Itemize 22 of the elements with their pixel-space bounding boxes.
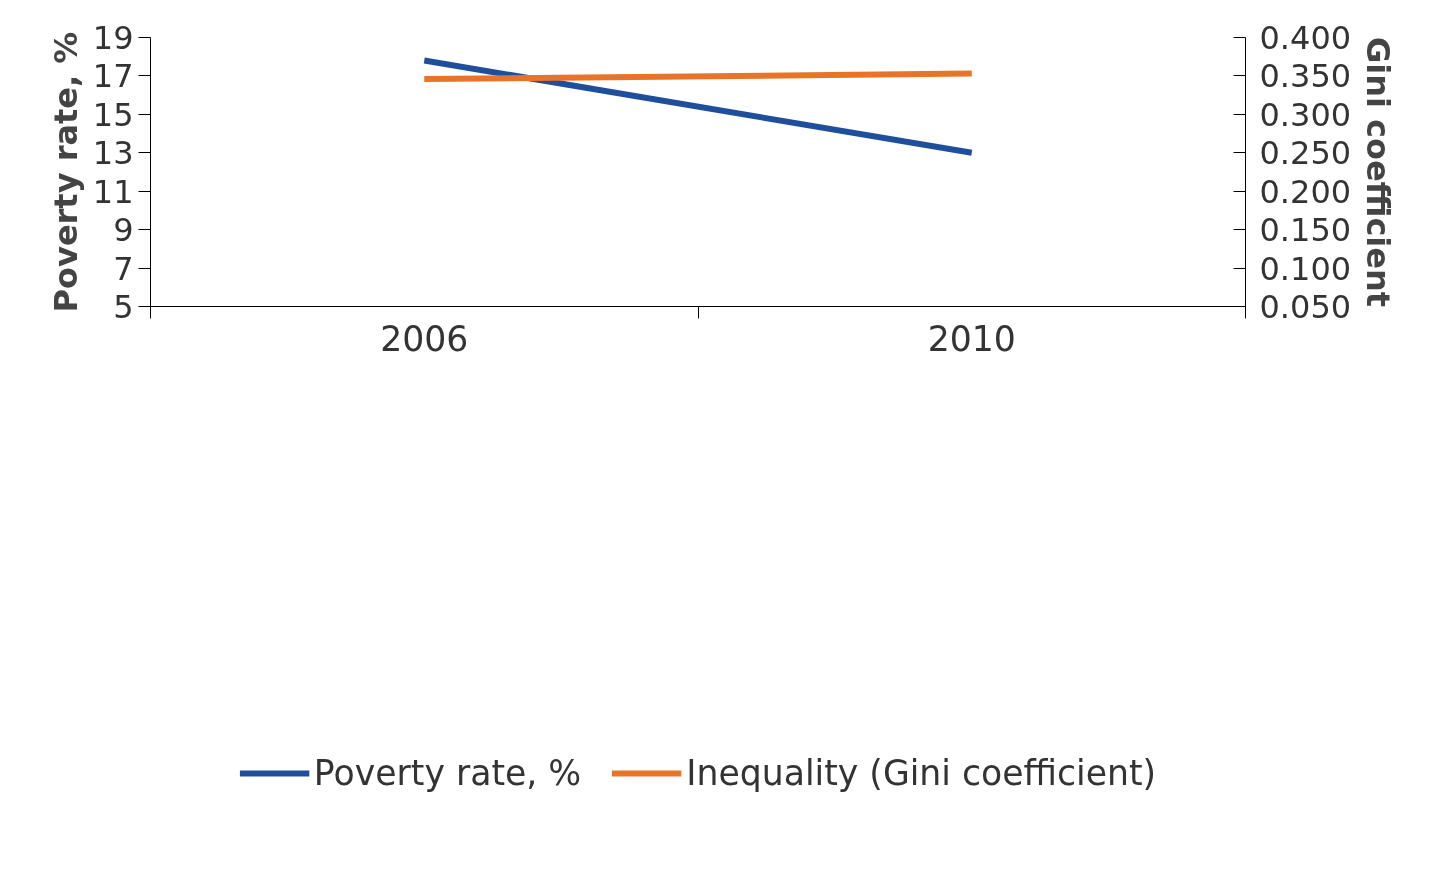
y2-axis-title: Gini coefficient: [1359, 36, 1398, 308]
y-tick-label: 19: [92, 19, 134, 57]
y2-tick-label: 0.400: [1259, 19, 1352, 57]
y-tick-label: 7: [113, 249, 134, 288]
y-tick-label: 9: [113, 211, 134, 250]
y2-tick-label: 0.050: [1259, 288, 1352, 326]
y-tick-label: 11: [92, 172, 134, 211]
y2-tick-label: 0.200: [1259, 172, 1352, 211]
y-tick-label: 13: [92, 134, 134, 173]
y2-tick-label: 0.100: [1259, 249, 1352, 288]
y2-tick-label: 0.350: [1259, 57, 1352, 96]
y-axis-title: Poverty rate, %: [46, 31, 85, 313]
y2-tick-label: 0.250: [1259, 134, 1352, 173]
y2-tick-label: 0.150: [1259, 211, 1352, 250]
y2-tick-label: 0.300: [1259, 95, 1352, 134]
x-tick-label: 2006: [380, 318, 469, 359]
legend-label: Poverty rate, %: [313, 753, 582, 793]
legend-label: Inequality (Gini coefficient): [686, 753, 1157, 793]
y-tick-label: 5: [113, 288, 134, 326]
x-tick-label: 2010: [927, 318, 1016, 359]
y-tick-label: 17: [92, 57, 134, 96]
y-tick-label: 15: [92, 95, 134, 134]
